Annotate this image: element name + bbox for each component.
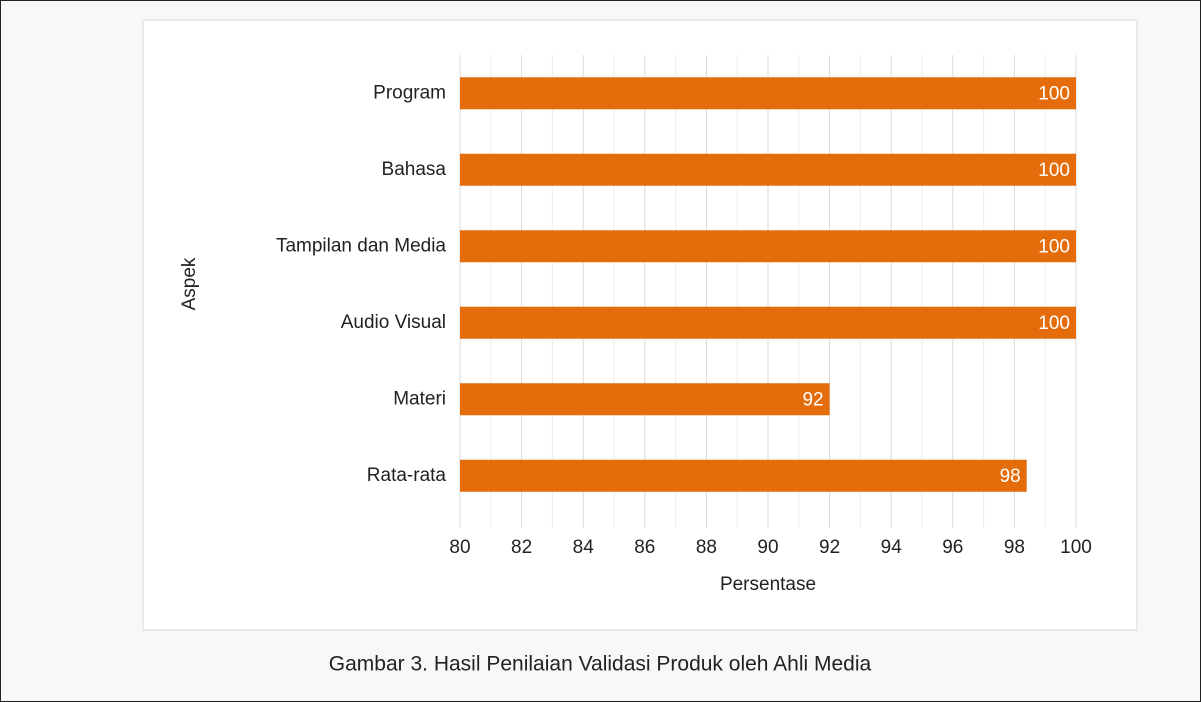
x-tick-label: 98: [1004, 537, 1025, 558]
x-tick-label: 88: [696, 537, 717, 558]
data-label: 100: [1038, 83, 1070, 104]
chart: Persentase Aspek Gambar 3. Hasil Penilai…: [142, 19, 1138, 676]
x-tick-label: 86: [634, 537, 655, 558]
figure-caption: Gambar 3. Hasil Penilaian Validasi Produ…: [329, 653, 872, 676]
y-tick-label: Bahasa: [382, 159, 447, 180]
y-tick-label: Program: [373, 82, 446, 103]
bar: [460, 153, 1076, 186]
x-tick-label: 84: [573, 537, 595, 558]
y-tick-label: Tampilan dan Media: [276, 235, 446, 256]
data-label: 92: [802, 389, 823, 410]
y-tick-label: Audio Visual: [341, 312, 446, 333]
bar: [460, 77, 1076, 110]
y-axis-title: Aspek: [179, 257, 200, 310]
data-label: 100: [1038, 236, 1070, 257]
x-tick-label: 80: [449, 537, 470, 558]
bar: [460, 306, 1076, 339]
x-axis-title: Persentase: [720, 574, 816, 595]
x-tick-label: 82: [511, 537, 532, 558]
bar: [460, 383, 830, 416]
x-tick-label: 96: [942, 537, 963, 558]
y-tick-label: Rata-rata: [367, 465, 447, 486]
x-tick-label: 90: [757, 537, 778, 558]
x-tick-label: 92: [819, 537, 840, 558]
bar: [460, 230, 1076, 263]
data-label: 100: [1038, 160, 1070, 181]
x-tick-label: 94: [881, 537, 903, 558]
data-label: 100: [1038, 313, 1070, 334]
y-tick-label: Materi: [393, 388, 446, 409]
data-label: 98: [1000, 466, 1021, 487]
bar: [460, 459, 1027, 492]
x-tick-label: 100: [1060, 537, 1092, 558]
